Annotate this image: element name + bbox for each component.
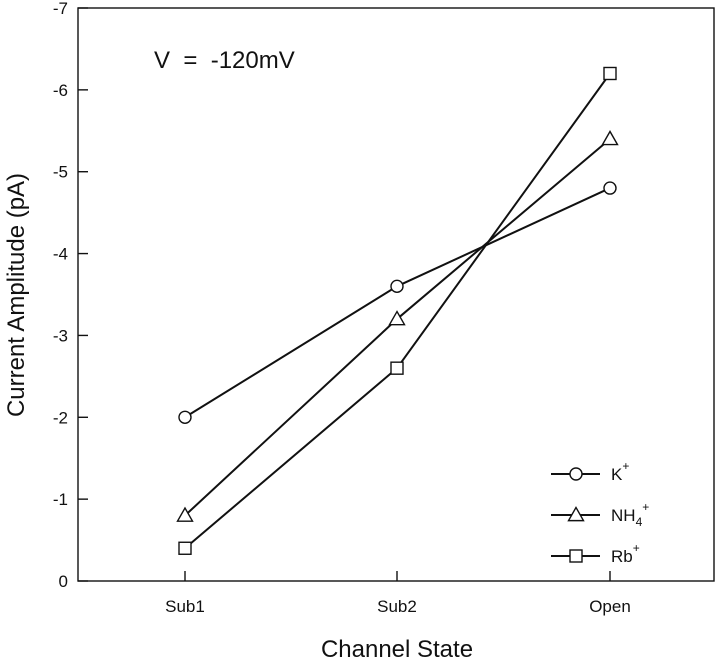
series-square (178, 66, 617, 555)
y-axis: 0 -1 -2 -3 -4 -5 -6 -7 (53, 0, 88, 591)
y-tick-label: -3 (53, 326, 68, 345)
data-point (178, 410, 192, 424)
x-tick-label: Sub2 (377, 597, 417, 616)
series-triangle (176, 130, 619, 522)
x-tick-label: Open (589, 597, 631, 616)
x-axis: Sub1 Sub2 Open (165, 571, 631, 616)
series-line (184, 187, 611, 419)
y-tick-label: -7 (53, 0, 68, 18)
legend-marker (567, 506, 585, 522)
voltage-annotation: V = -120mV (154, 47, 295, 74)
series-circle (178, 181, 617, 424)
y-tick-label: -1 (53, 490, 68, 509)
legend-marker (569, 467, 583, 481)
legend: K+ NH4+ Rb+ (551, 459, 649, 566)
series-layer (176, 66, 619, 555)
y-tick-label: -4 (53, 245, 68, 264)
data-point (603, 66, 617, 81)
data-point (603, 181, 617, 195)
data-point (388, 310, 406, 326)
series-line (184, 138, 611, 517)
plot-frame (77, 7, 715, 582)
y-axis-title: Current Amplitude (pA) (3, 173, 30, 417)
legend-label: NH4+ (611, 500, 649, 529)
data-point (176, 506, 194, 522)
y-tick-label: -5 (53, 163, 68, 182)
y-tick-label: 0 (59, 572, 68, 591)
data-point (178, 541, 192, 555)
y-tick-label: -2 (53, 408, 68, 427)
x-tick-label: Sub1 (165, 597, 205, 616)
legend-entry: K+ (551, 459, 629, 484)
legend-entry: NH4+ (551, 500, 649, 529)
series-line (184, 72, 611, 550)
data-point (390, 279, 404, 294)
data-point (601, 130, 619, 146)
data-point (390, 361, 404, 375)
y-tick-label: -6 (53, 81, 68, 100)
legend-label: Rb+ (611, 541, 640, 566)
legend-label: K+ (611, 459, 629, 484)
legend-entry: Rb+ (551, 541, 640, 566)
x-axis-title: Channel State (321, 636, 473, 663)
legend-marker (569, 549, 583, 563)
